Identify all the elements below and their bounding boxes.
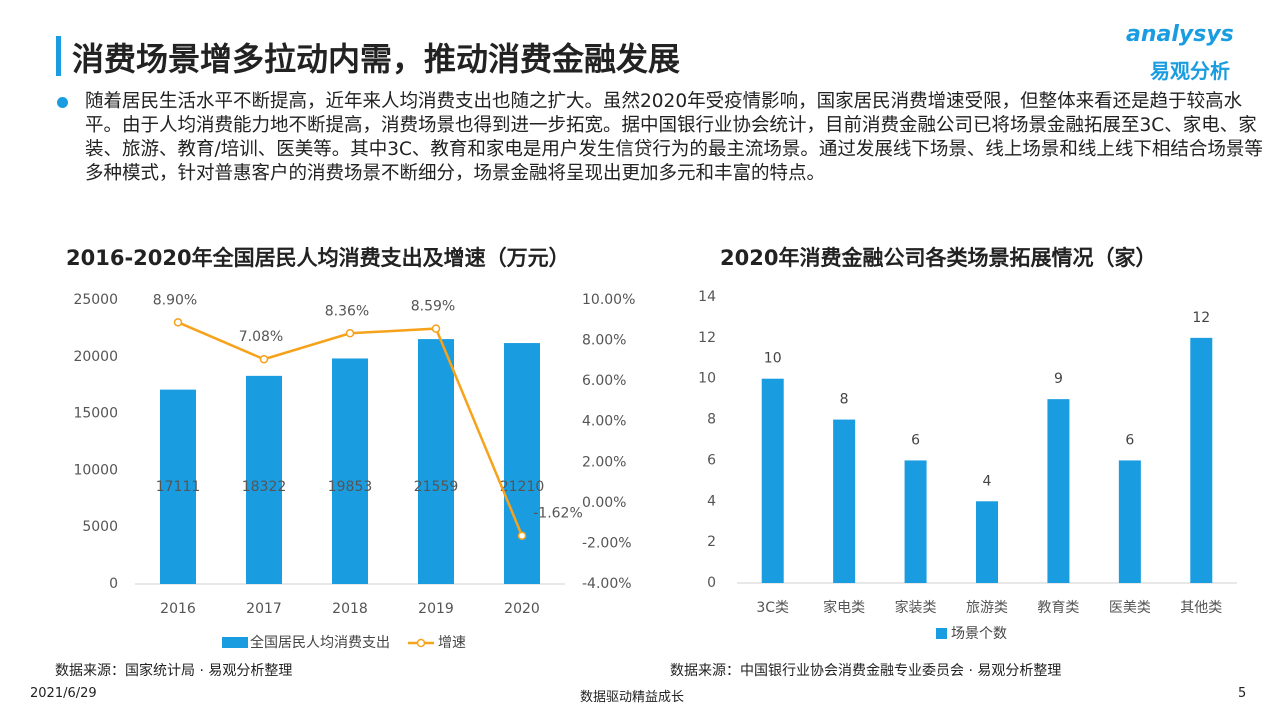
line-value-label: -1.62% <box>533 506 583 522</box>
y2-tick-label: 10.00% <box>582 292 635 308</box>
bar <box>246 375 282 584</box>
y2-tick-label: -4.00% <box>582 576 632 592</box>
bar-value-label: 17111 <box>156 479 201 495</box>
x-tick-label: 2016 <box>160 601 196 617</box>
bar <box>904 460 927 583</box>
logo-cn: 易观分析 <box>1150 59 1230 83</box>
bar <box>1190 337 1213 583</box>
footer-slogan: 数据驱动精益成长 <box>580 690 685 705</box>
bar <box>504 343 540 584</box>
x-tick-label: 教育类 <box>1037 600 1079 616</box>
slide-title: 消费场景增多拉动内需，推动消费金融发展 <box>72 40 681 78</box>
bar-value-label: 9 <box>1054 371 1063 387</box>
y-tick-label: 0 <box>707 575 716 591</box>
source: 数据来源：中国银行业协会消费金融专业委员会 · 易观分析整理 <box>670 663 1062 679</box>
y2-tick-label: 6.00% <box>582 373 626 389</box>
bar-value-label: 19853 <box>328 479 373 495</box>
line-value-label: 8.90% <box>153 292 197 308</box>
bar-value-label: 21210 <box>500 479 545 495</box>
bar <box>332 358 368 584</box>
bar <box>1118 460 1141 583</box>
y-tick-label: 2 <box>707 534 716 550</box>
bar <box>1047 399 1070 583</box>
x-tick-label: 其他类 <box>1180 600 1222 616</box>
y-tick-label: 14 <box>698 289 716 305</box>
x-tick-label: 医美类 <box>1109 600 1151 616</box>
bar-value-label: 12 <box>1192 310 1210 326</box>
page-number: 5 <box>1238 686 1247 701</box>
title-accent <box>56 36 61 76</box>
legend-label: 全国居民人均消费支出 <box>250 634 390 651</box>
bar-value-label: 21559 <box>414 479 459 495</box>
bar-value-label: 10 <box>764 351 782 367</box>
bar-value-label: 6 <box>911 432 920 448</box>
y-tick-label: 0 <box>109 576 118 592</box>
y2-tick-label: 8.00% <box>582 333 626 349</box>
y-tick-label: 5000 <box>82 519 118 535</box>
y2-tick-label: 4.00% <box>582 414 626 430</box>
x-tick-label: 2017 <box>246 601 282 617</box>
y-tick-label: 8 <box>707 412 716 428</box>
line-marker <box>345 329 355 338</box>
bullet <box>57 97 68 108</box>
line-value-label: 8.59% <box>411 299 455 315</box>
chart-title: 2020年消费金融公司各类场景拓展情况（家） <box>720 246 1157 270</box>
x-tick-label: 2019 <box>418 601 454 617</box>
chart-title: 2016-2020年全国居民人均消费支出及增速（万元） <box>66 246 570 270</box>
y-tick-label: 25000 <box>73 292 118 308</box>
x-tick-label: 旅游类 <box>966 600 1008 616</box>
line-marker <box>431 324 441 333</box>
bar <box>418 339 454 584</box>
y2-tick-label: 2.00% <box>582 454 626 470</box>
y-tick-label: 12 <box>698 330 716 346</box>
legend-swatch <box>222 637 248 648</box>
paragraph: 随着居民生活水平不断提高，近年来人均消费支出也随之扩大。虽然2020年受疫情影响… <box>85 91 1263 184</box>
logo-en: analysys <box>1126 22 1234 47</box>
bar <box>160 389 196 584</box>
footer-date: 2021/6/29 <box>30 686 97 701</box>
legend-swatch <box>936 628 947 639</box>
x-tick-label: 家电类 <box>823 599 865 616</box>
line-marker <box>173 318 183 327</box>
y2-tick-label: 0.00% <box>582 495 626 511</box>
legend-label: 场景个数 <box>951 626 1007 642</box>
bar-value-label: 4 <box>983 473 992 489</box>
bar <box>976 501 998 583</box>
bar-value-label: 8 <box>840 392 849 408</box>
legend-marker <box>416 638 426 648</box>
y-tick-label: 10000 <box>73 462 118 478</box>
line-marker <box>259 354 269 364</box>
y-tick-label: 20000 <box>73 349 118 365</box>
legend-label: 增速 <box>438 635 466 651</box>
y-tick-label: 6 <box>707 452 716 468</box>
source: 数据来源：国家统计局 · 易观分析整理 <box>55 663 293 679</box>
line-value-label: 8.36% <box>325 303 369 319</box>
y-tick-label: 4 <box>707 493 716 509</box>
line-marker <box>517 531 527 540</box>
x-tick-label: 家装类 <box>895 599 937 616</box>
bar-value-label: 6 <box>1125 432 1134 448</box>
bar-value-label: 18322 <box>242 479 287 495</box>
line-value-label: 7.08% <box>239 329 283 345</box>
bar <box>761 378 784 583</box>
bar <box>833 419 856 583</box>
y-tick-label: 15000 <box>73 406 118 422</box>
y2-tick-label: -2.00% <box>582 535 632 551</box>
x-tick-label: 3C类 <box>756 600 789 616</box>
x-tick-label: 2018 <box>332 601 368 617</box>
y-tick-label: 10 <box>698 371 716 387</box>
x-tick-label: 2020 <box>504 601 540 617</box>
